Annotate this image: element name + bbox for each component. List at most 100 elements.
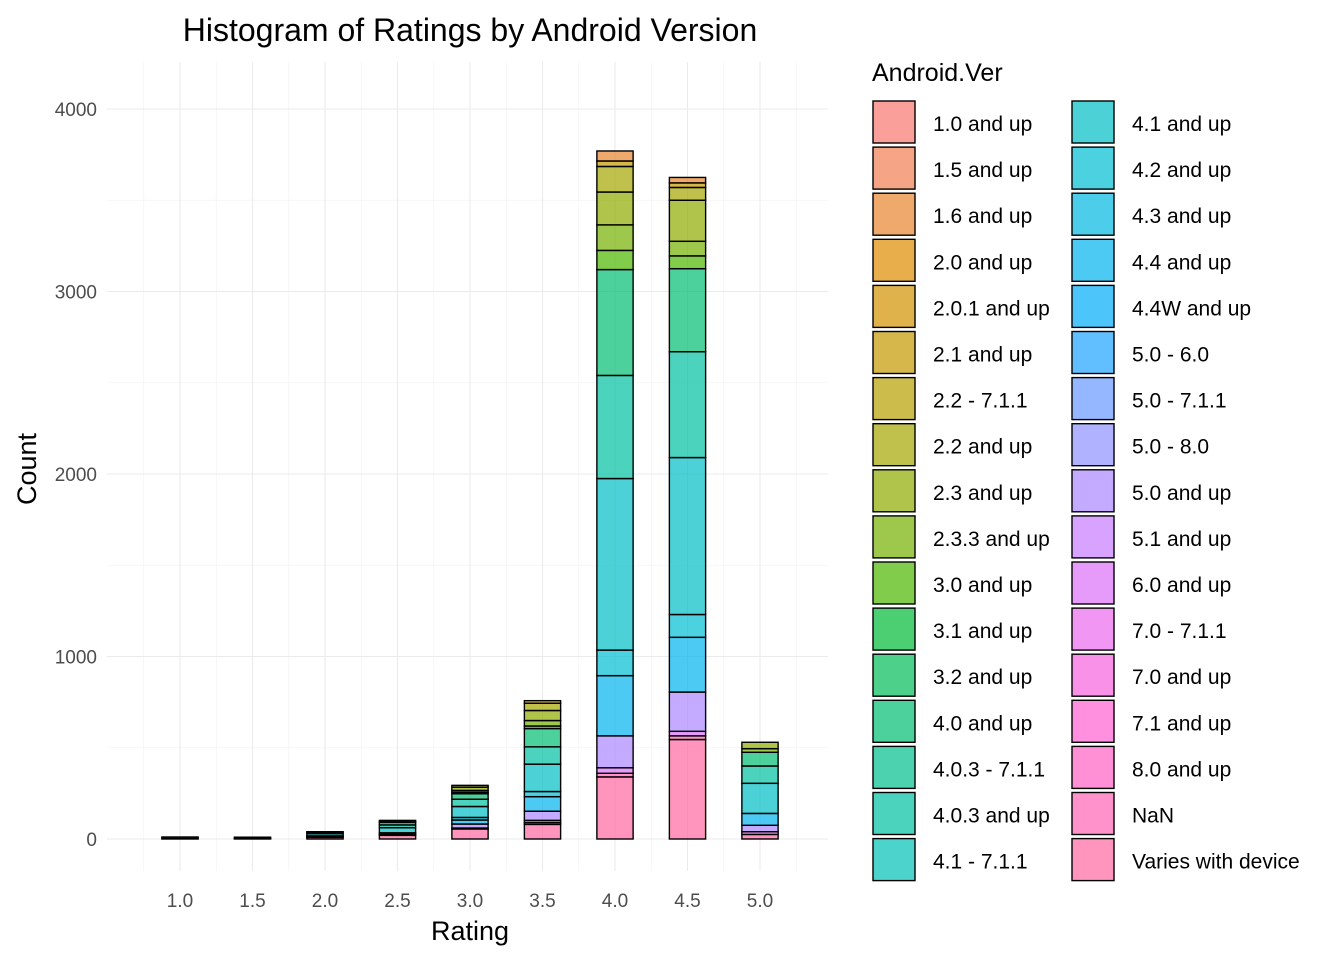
legend-item-4-0-3-and-up: 4.0.3 and up xyxy=(872,791,1050,836)
legend-label: 3.0 and up xyxy=(933,574,1032,597)
bar-segment-4-1-and-up xyxy=(668,456,707,616)
bar-segment-4-1-and-up xyxy=(233,836,272,840)
legend-key xyxy=(1071,238,1115,283)
legend-item-4-4-and-up: 4.4 and up xyxy=(1071,238,1231,283)
bar-segment-4-1-and-up xyxy=(161,836,199,840)
legend-key xyxy=(872,238,916,283)
legend-key xyxy=(1071,330,1115,375)
legend-key xyxy=(872,561,916,605)
legend-key xyxy=(872,192,916,236)
bar-segment-4-0-3-and-up xyxy=(451,798,489,808)
legend-item-varies-with-device: Varies with device xyxy=(1071,837,1300,882)
legend-item-6-0-and-up: 6.0 and up xyxy=(1071,561,1231,605)
legend-label: NaN xyxy=(1132,805,1174,828)
bar-segment-4-0-and-up xyxy=(596,268,634,377)
bar-segment-2-3-and-up xyxy=(596,191,634,226)
legend-label: 7.0 - 7.1.1 xyxy=(1132,620,1227,643)
bar-segment-4-2-and-up xyxy=(668,613,707,639)
x-tick-label: 1.0 xyxy=(167,891,193,912)
legend-label: 1.0 and up xyxy=(933,113,1032,136)
bar-segment-4-4-and-up xyxy=(523,795,562,812)
legend-key xyxy=(872,100,916,144)
x-tick-label: 3.0 xyxy=(457,891,483,912)
bar-segment-4-0-3-and-up xyxy=(523,746,562,765)
legend-label: 4.2 and up xyxy=(1132,159,1231,182)
legend-key xyxy=(1071,376,1115,421)
legend-key xyxy=(872,330,916,375)
bar-segment-4-0-3-and-up xyxy=(741,765,779,785)
bar-segment-1-6-and-up xyxy=(596,150,634,162)
legend-key xyxy=(872,653,916,697)
chart-title: Histogram of Ratings by Android Version xyxy=(183,12,758,48)
legend-item-4-1-and-up: 4.1 and up xyxy=(1071,100,1231,144)
legend-item-1-0-and-up: 1.0 and up xyxy=(872,100,1032,144)
legend-label: 4.3 and up xyxy=(1132,205,1231,228)
y-tick-label: 1000 xyxy=(55,648,97,669)
legend-label: 8.0 and up xyxy=(1132,758,1231,781)
legend-label: 7.0 and up xyxy=(1132,666,1231,689)
legend-item-5-0-6-0: 5.0 - 6.0 xyxy=(1071,330,1209,375)
legend-item-2-3-3-and-up: 2.3.3 and up xyxy=(872,515,1050,559)
bar-segment-4-4-and-up xyxy=(668,636,707,693)
bar-segment-6-0-and-up xyxy=(596,767,634,775)
grid-lines xyxy=(107,62,828,871)
bar-segment-4-1-and-up xyxy=(741,782,779,815)
legend-label: 7.1 and up xyxy=(1132,712,1231,735)
axis-tick-labels: 1.0 1.5 2.0 2.5 3.0 3.5 4.0 4.5 5.0 0 1000 2000 3000… xyxy=(55,100,773,912)
bar-segment-3-0-and-up xyxy=(668,255,707,270)
legend-key xyxy=(1071,561,1115,605)
legend-label: 2.0 and up xyxy=(933,251,1032,274)
bar-segment-2-2-and-up xyxy=(596,165,634,193)
bar-segment-2-2-and-up xyxy=(668,186,707,201)
legend-key xyxy=(1071,146,1115,190)
x-tick-label: 4.5 xyxy=(674,891,700,912)
legend-label: 2.2 - 7.1.1 xyxy=(933,390,1028,413)
bar-segment-4-0-and-up xyxy=(668,267,707,353)
legend-label: Varies with device xyxy=(1132,851,1300,874)
legend-key xyxy=(872,837,916,882)
bar-segment-2-3-and-up xyxy=(306,831,344,833)
bar-segment-4-0-3-and-up xyxy=(668,351,707,459)
legend-label: 2.3 and up xyxy=(933,482,1032,505)
bar-segment-1-6-and-up xyxy=(668,176,707,184)
legend-label: 2.3.3 and up xyxy=(933,528,1050,551)
legend-item-5-0-7-1-1: 5.0 - 7.1.1 xyxy=(1071,376,1227,421)
x-tick-label: 5.0 xyxy=(747,891,773,912)
y-axis-title: Count xyxy=(12,432,42,505)
legend-item-4-2-and-up: 4.2 and up xyxy=(1071,146,1231,190)
legend-key xyxy=(1071,699,1115,743)
legend-item-2-2-and-up: 2.2 and up xyxy=(872,423,1032,467)
legend-label: 4.1 - 7.1.1 xyxy=(933,851,1028,874)
legend-label: 2.0.1 and up xyxy=(933,297,1050,320)
y-tick-label: 2000 xyxy=(55,465,97,486)
bar-segment-3-0-and-up xyxy=(596,249,634,271)
legend-item-3-1-and-up: 3.1 and up xyxy=(872,607,1032,651)
legend-label: 2.2 and up xyxy=(933,436,1032,459)
legend-key xyxy=(1071,607,1115,651)
bar-segment-2-3-3-and-up xyxy=(596,224,634,252)
bar-segment-2-3-and-up xyxy=(741,741,779,750)
legend-item-3-2-and-up: 3.2 and up xyxy=(872,653,1032,697)
legend-item-4-4w-and-up: 4.4W and up xyxy=(1071,284,1251,329)
bar-segment-2-1-and-up xyxy=(523,699,562,704)
legend-key xyxy=(872,284,916,329)
legend-key xyxy=(872,469,916,513)
legend-item-1-5-and-up: 1.5 and up xyxy=(872,146,1032,190)
legend-item-2-0-and-up: 2.0 and up xyxy=(872,238,1032,283)
bar-segment-2-3-3-and-up xyxy=(523,719,562,727)
legend-key xyxy=(1071,791,1115,836)
legend-key xyxy=(872,745,916,790)
bar-segment-5-0-and-up xyxy=(523,810,562,822)
legend-key xyxy=(872,791,916,836)
bar-segment-5-0-and-up xyxy=(741,824,779,833)
legend-key xyxy=(1071,192,1115,236)
legend-key xyxy=(872,423,916,467)
x-tick-label: 1.5 xyxy=(239,891,265,912)
x-tick-label: 2.5 xyxy=(384,891,410,912)
legend-key xyxy=(1071,100,1115,144)
legend-item-4-0-3-7-1-1: 4.0.3 - 7.1.1 xyxy=(872,745,1045,790)
legend-item-4-0-and-up: 4.0 and up xyxy=(872,699,1032,743)
legend-label: 6.0 and up xyxy=(1132,574,1231,597)
bar-segment-2-1-and-up xyxy=(596,160,634,168)
